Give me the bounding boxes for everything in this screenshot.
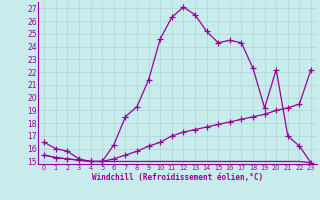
X-axis label: Windchill (Refroidissement éolien,°C): Windchill (Refroidissement éolien,°C) — [92, 173, 263, 182]
